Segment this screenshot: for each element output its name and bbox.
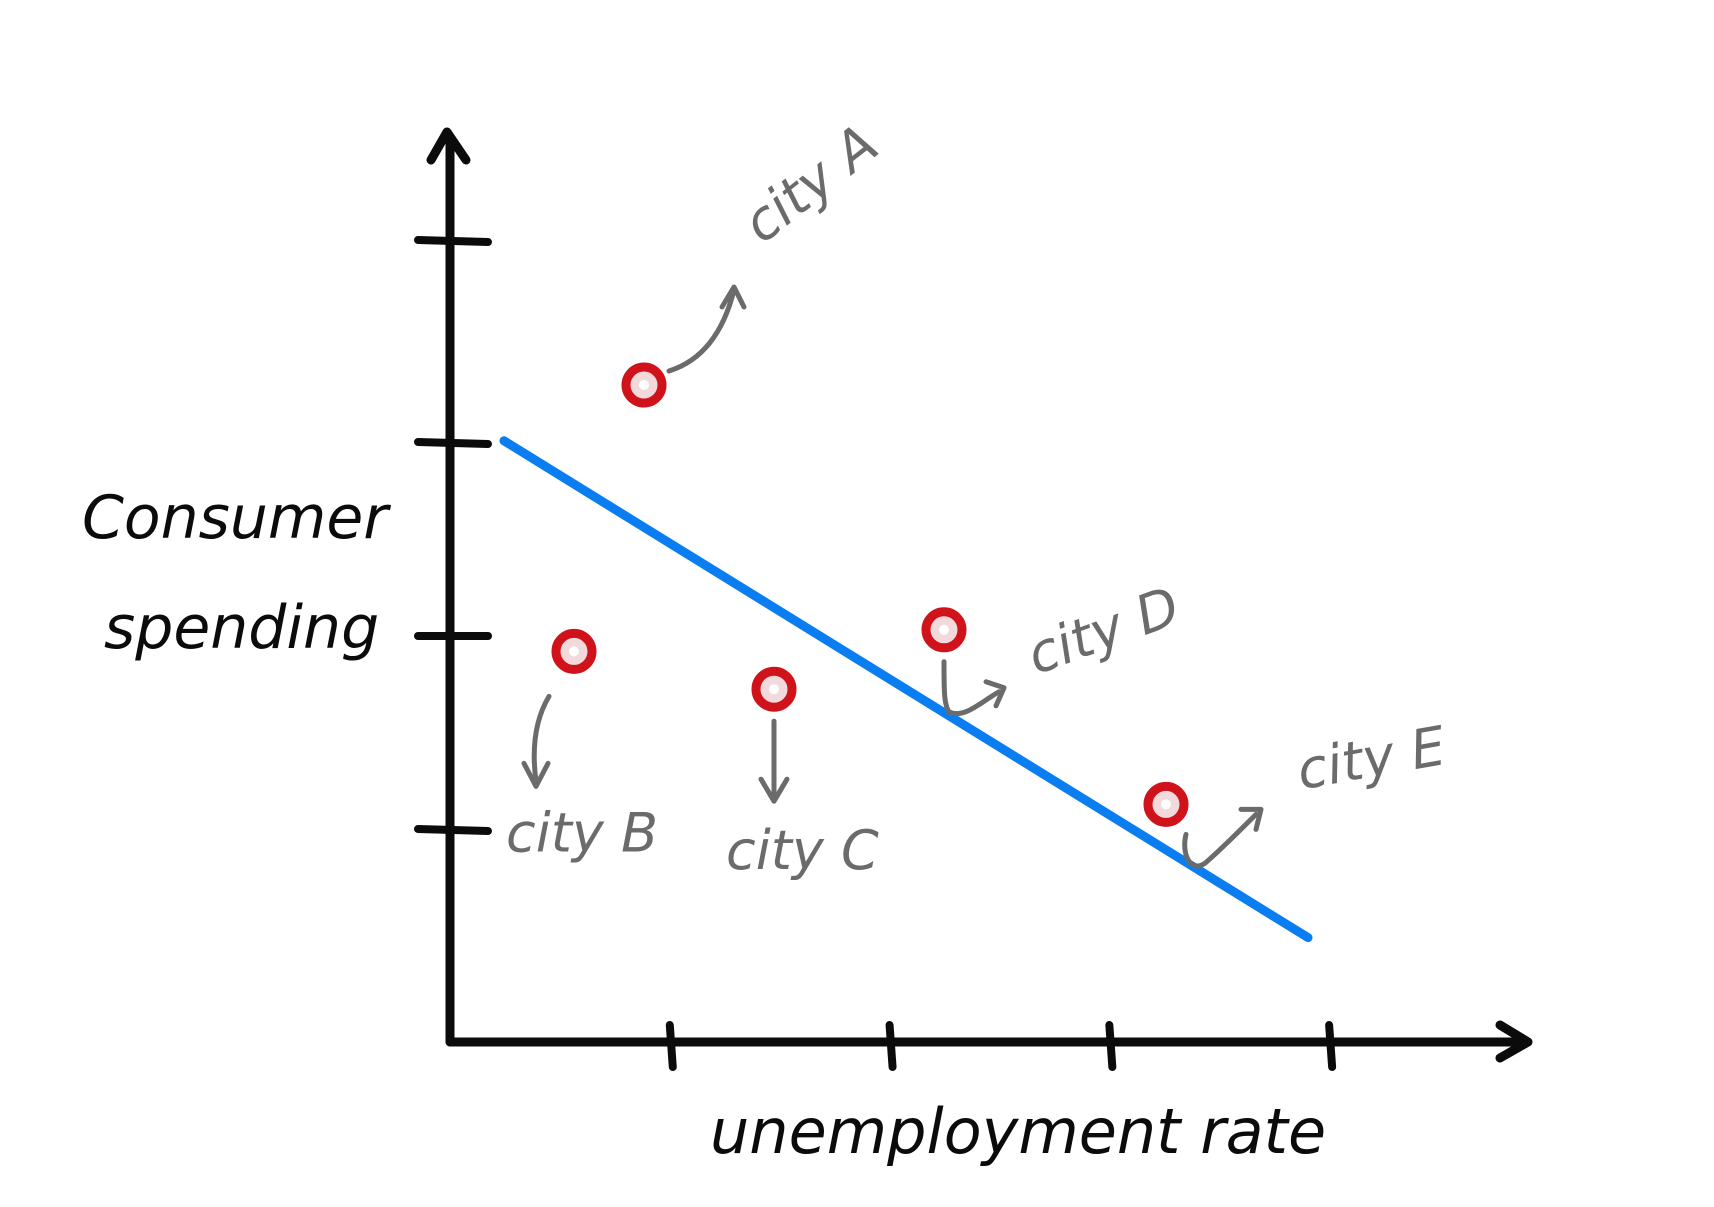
x-tick-2 (885, 1021, 897, 1071)
x-axis-arrowhead (1495, 1020, 1533, 1063)
data-point-center (769, 684, 779, 695)
data-points: city A city B city C city D city E (506, 112, 1451, 882)
data-point-center (939, 624, 949, 635)
axes (426, 127, 1533, 1063)
callout-arrowhead (758, 776, 790, 804)
data-point-center (639, 380, 649, 390)
callout-arrowhead (719, 284, 747, 310)
point-label: city D (1019, 574, 1188, 687)
y-axis-title-line-1: Consumer (82, 483, 391, 553)
callout-arrow (1182, 811, 1259, 869)
callout-arrowhead (983, 679, 1007, 709)
callout-arrow (531, 693, 552, 784)
trend-line-group (499, 436, 1313, 943)
x-tick-3 (1105, 1021, 1117, 1071)
y-tick-4 (414, 236, 492, 246)
trend-line (499, 436, 1313, 943)
point-label: city A (731, 112, 890, 255)
point-group-2: city B (506, 628, 658, 864)
callout-arrowhead (1238, 806, 1264, 832)
y-axis-title-line-2: spending (104, 593, 379, 663)
data-point-center (569, 646, 579, 657)
y-axis-arrowhead (426, 127, 471, 165)
point-group-3: city C (726, 666, 879, 882)
point-group-4: city D (921, 574, 1188, 717)
callout-arrow (666, 287, 737, 374)
x-tick-1 (665, 1021, 677, 1071)
point-label: city B (506, 801, 658, 864)
y-tick-3 (414, 438, 492, 448)
callout-arrow (941, 659, 1002, 717)
callout-arrowhead (521, 760, 551, 789)
point-label: city E (1292, 714, 1451, 802)
point-group-1: city A (621, 112, 890, 408)
x-axis-title: unemployment rate (710, 1095, 1326, 1168)
point-group-5: city E (1143, 714, 1451, 869)
point-label: city C (726, 819, 879, 882)
data-point-center (1161, 799, 1171, 810)
y-tick-1 (414, 825, 492, 835)
axis-ticks (414, 236, 1337, 1071)
x-tick-4 (1325, 1021, 1337, 1071)
